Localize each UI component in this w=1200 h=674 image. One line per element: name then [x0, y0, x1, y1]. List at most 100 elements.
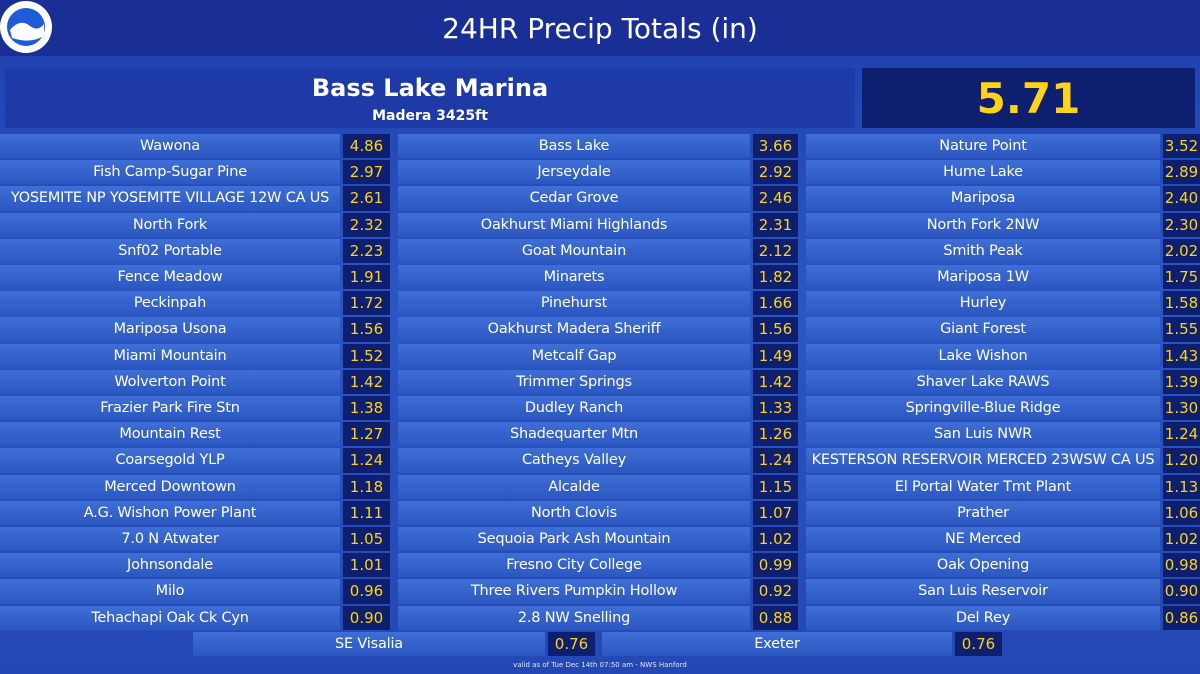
station-name: 7.0 N Atwater	[0, 527, 340, 552]
station-name: Catheys Valley	[398, 448, 750, 473]
station-name: Frazier Park Fire Stn	[0, 396, 340, 421]
station-value: 2.89	[1163, 160, 1200, 185]
logo	[0, 1, 52, 53]
station-value: 2.61	[343, 186, 390, 211]
station-value: 3.52	[1163, 134, 1200, 159]
station-value: 0.76	[955, 631, 1002, 656]
station-name: Mariposa Usona	[0, 317, 340, 342]
station-value: 0.76	[548, 631, 595, 656]
station-value: 0.86	[1163, 605, 1200, 630]
station-name: Lake Wishon	[806, 343, 1160, 368]
station-name: Wolverton Point	[0, 369, 340, 394]
station-name: Peckinpah	[0, 291, 340, 316]
station-name: Sequoia Park Ash Mountain	[398, 527, 750, 552]
station-name: Oakhurst Miami Highlands	[398, 212, 750, 237]
station-value: 1.55	[1163, 317, 1200, 342]
station-value: 1.07	[753, 500, 798, 525]
station-name: Three Rivers Pumpkin Hollow	[398, 579, 750, 604]
station-name: Jerseydale	[398, 160, 750, 185]
station-value: 0.99	[753, 553, 798, 578]
station-name: NE Merced	[806, 527, 1160, 552]
station-name: Oakhurst Madera Sheriff	[398, 317, 750, 342]
station-value: 1.20	[1163, 448, 1200, 473]
station-value: 2.30	[1163, 212, 1200, 237]
station-value: 2.32	[343, 212, 390, 237]
station-name: Nature Point	[806, 134, 1160, 159]
station-name: Shadequarter Mtn	[398, 422, 750, 447]
station-value: 1.66	[753, 291, 798, 316]
station-name: Exeter	[602, 631, 952, 656]
station-value: 1.02	[1163, 527, 1200, 552]
station-name: Coarsegold YLP	[0, 448, 340, 473]
station-value: 1.43	[1163, 343, 1200, 368]
station-value: 0.88	[753, 605, 798, 630]
station-name: A.G. Wishon Power Plant	[0, 500, 340, 525]
station-name: Merced Downtown	[0, 474, 340, 499]
station-value: 1.24	[343, 448, 390, 473]
station-name: KESTERSON RESERVOIR MERCED 23WSW CA US	[806, 448, 1160, 473]
station-name: YOSEMITE NP YOSEMITE VILLAGE 12W CA US	[0, 186, 340, 211]
station-name: Miami Mountain	[0, 343, 340, 368]
station-name: El Portal Water Tmt Plant	[806, 474, 1160, 499]
station-value: 1.42	[753, 369, 798, 394]
station-name: Minarets	[398, 265, 750, 290]
station-name: Prather	[806, 500, 1160, 525]
station-name: Shaver Lake RAWS	[806, 369, 1160, 394]
station-name: Hume Lake	[806, 160, 1160, 185]
station-value: 1.82	[753, 265, 798, 290]
station-name: Pinehurst	[398, 291, 750, 316]
station-name: Metcalf Gap	[398, 343, 750, 368]
station-value: 1.01	[343, 553, 390, 578]
station-value: 1.18	[343, 474, 390, 499]
station-value: 2.46	[753, 186, 798, 211]
station-value: 2.92	[753, 160, 798, 185]
station-value: 1.56	[343, 317, 390, 342]
station-value: 1.38	[343, 396, 390, 421]
station-name: Wawona	[0, 134, 340, 159]
station-name: San Luis Reservoir	[806, 579, 1160, 604]
station-value: 1.91	[343, 265, 390, 290]
featured-subtitle: Madera 3425ft	[5, 104, 855, 128]
station-name: Hurley	[806, 291, 1160, 316]
station-name: Smith Peak	[806, 238, 1160, 263]
station-name: North Fork	[0, 212, 340, 237]
station-value: 1.39	[1163, 369, 1200, 394]
station-name: SE Visalia	[193, 631, 545, 656]
station-name: Bass Lake	[398, 134, 750, 159]
station-name: Fish Camp-Sugar Pine	[0, 160, 340, 185]
featured-name: Bass Lake Marina	[5, 68, 855, 108]
station-value: 1.15	[753, 474, 798, 499]
station-value: 3.66	[753, 134, 798, 159]
station-value: 1.05	[343, 527, 390, 552]
title: 24HR Precip Totals (in)	[0, 0, 1200, 56]
station-value: 2.40	[1163, 186, 1200, 211]
station-name: Trimmer Springs	[398, 369, 750, 394]
station-value: 2.12	[753, 238, 798, 263]
station-value: 1.33	[753, 396, 798, 421]
station-value: 1.27	[343, 422, 390, 447]
station-value: 1.42	[343, 369, 390, 394]
station-name: Del Rey	[806, 605, 1160, 630]
station-name: Cedar Grove	[398, 186, 750, 211]
station-name: Springville-Blue Ridge	[806, 396, 1160, 421]
station-value: 1.06	[1163, 500, 1200, 525]
station-value: 1.52	[343, 343, 390, 368]
station-value: 1.72	[343, 291, 390, 316]
station-value: 1.13	[1163, 474, 1200, 499]
station-value: 1.02	[753, 527, 798, 552]
featured-value: 5.71	[862, 68, 1195, 128]
station-name: North Fork 2NW	[806, 212, 1160, 237]
station-value: 0.98	[1163, 553, 1200, 578]
station-value: 1.24	[1163, 422, 1200, 447]
station-value: 1.56	[753, 317, 798, 342]
station-name: Mountain Rest	[0, 422, 340, 447]
station-name: Tehachapi Oak Ck Cyn	[0, 605, 340, 630]
station-value: 1.11	[343, 500, 390, 525]
station-name: Mariposa	[806, 186, 1160, 211]
station-name: Dudley Ranch	[398, 396, 750, 421]
station-name: Johnsondale	[0, 553, 340, 578]
station-name: Fresno City College	[398, 553, 750, 578]
station-value: 0.90	[343, 605, 390, 630]
station-value: 1.24	[753, 448, 798, 473]
